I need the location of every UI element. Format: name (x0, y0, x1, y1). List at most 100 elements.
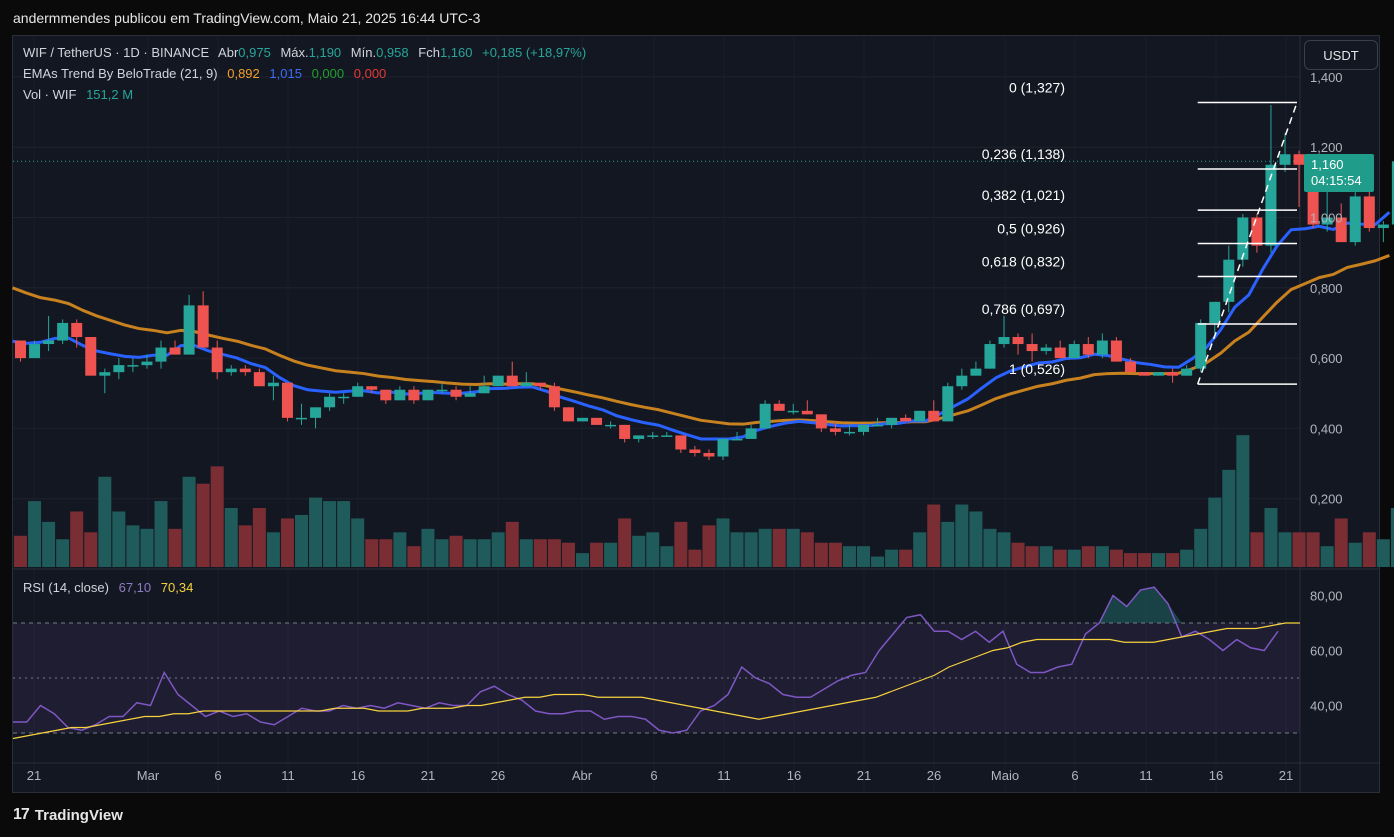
volume-bar (814, 542, 828, 567)
high-value: 1,190 (308, 45, 342, 60)
volume-bar (871, 556, 885, 567)
candle-body (464, 393, 476, 397)
volume-bar (1292, 532, 1306, 567)
candle-body (1265, 164, 1277, 246)
volume-bar (28, 501, 42, 567)
volume-bar (505, 521, 519, 567)
volume-bar (14, 535, 27, 567)
candle-body (1082, 344, 1094, 355)
volume-bar (1095, 546, 1109, 567)
volume-bar (1376, 539, 1390, 567)
volume-bar (688, 549, 702, 567)
time-tick-label: 11 (281, 768, 295, 783)
candle-body (577, 417, 588, 422)
candle-body (914, 410, 926, 422)
volume-bar (140, 528, 154, 567)
volume-bar (337, 501, 351, 567)
time-tick-label: 6 (214, 768, 221, 783)
candle-body (829, 428, 841, 432)
volume-bar (168, 528, 182, 567)
volume-bar (899, 549, 913, 567)
volume-bar (969, 511, 983, 567)
ema-name[interactable]: EMAs Trend By BeloTrade (21, 9) (23, 66, 218, 81)
time-tick-label: 6 (1071, 768, 1078, 783)
candle-body (562, 407, 574, 422)
candle-body (1195, 322, 1207, 369)
candle-body (197, 305, 209, 348)
volume-bar (660, 546, 674, 567)
candle-body (605, 424, 617, 427)
time-tick-label: Maio (991, 768, 1019, 783)
volume-bar (997, 532, 1011, 567)
candle-body (984, 344, 996, 369)
volume-bar (800, 532, 814, 567)
ema-value-1: 0,892 (227, 66, 260, 81)
volume-bar (84, 532, 98, 567)
volume-value: 151,2 M (86, 87, 134, 102)
volume-bar (983, 528, 997, 567)
candle-body (717, 438, 729, 457)
change-value: +0,185 (+18,97%) (482, 45, 587, 60)
time-tick-label: 16 (1209, 768, 1223, 783)
ema-value-2: 1,015 (269, 66, 302, 81)
volume-bar (477, 539, 491, 567)
volume-bar (280, 518, 294, 567)
candle-body (281, 382, 293, 418)
last-price: 1,160 (1311, 157, 1344, 172)
candle-body (492, 375, 504, 387)
volume-bar (351, 518, 365, 567)
volume-bar (716, 518, 730, 567)
price-tick-label: 0,400 (1310, 421, 1343, 436)
candle-body (155, 347, 167, 362)
rsi-ma-value: 70,34 (160, 580, 194, 595)
bar-countdown: 04:15:54 (1311, 173, 1362, 188)
volume-name[interactable]: Vol · WIF (23, 87, 77, 102)
volume-bar (1348, 542, 1362, 567)
time-tick-label: 21 (27, 768, 41, 783)
candle-body (183, 305, 195, 355)
candle-body (71, 322, 83, 338)
candle-body (15, 340, 26, 359)
open-value: 0,975 (238, 45, 271, 60)
volume-bar (646, 532, 660, 567)
volume-bar (449, 535, 463, 567)
volume-bar (238, 525, 252, 567)
volume-bar (913, 532, 927, 567)
time-tick-label: Mar (137, 768, 160, 783)
candle-body (1251, 217, 1263, 246)
candle-body (1068, 344, 1080, 359)
candle-body (408, 389, 420, 401)
volume-bar (828, 542, 842, 567)
currency-button[interactable]: USDT (1304, 40, 1378, 70)
candle-body (956, 375, 968, 387)
candle-body (57, 322, 69, 341)
symbol-name[interactable]: WIF / TetherUS · 1D · BINANCE (23, 45, 210, 60)
volume-bar (744, 532, 758, 567)
candle-body (253, 372, 265, 387)
candle-body (1153, 372, 1165, 376)
volume-bar (674, 521, 688, 567)
candle-body (815, 414, 827, 429)
ema-slow-line (11, 254, 1390, 426)
rsi-name[interactable]: RSI (14, close) (23, 580, 109, 595)
rsi-value: 67,10 (118, 580, 152, 595)
tradingview-footer[interactable]: 17 TradingView (13, 806, 123, 824)
candle-body (1110, 340, 1122, 362)
volume-bar (224, 508, 238, 567)
fib-level-label: 0,618 (0,832) (982, 254, 1065, 270)
publish-info: andermmendes publicou em TradingView.com… (13, 10, 481, 26)
candle-body (422, 389, 434, 401)
candle-body (872, 424, 884, 427)
volume-bar (1166, 553, 1180, 567)
rsi-tick-label: 40,00 (1310, 699, 1343, 714)
chart-panel[interactable] (12, 35, 1380, 793)
candle-body (661, 435, 673, 437)
candle-body (1223, 259, 1235, 302)
open-label: Abr (218, 45, 239, 60)
volume-bar (407, 546, 421, 567)
candle-body (85, 337, 97, 376)
candle-body (900, 417, 912, 422)
time-tick-label: 26 (927, 768, 941, 783)
volume-bar (1390, 508, 1394, 567)
